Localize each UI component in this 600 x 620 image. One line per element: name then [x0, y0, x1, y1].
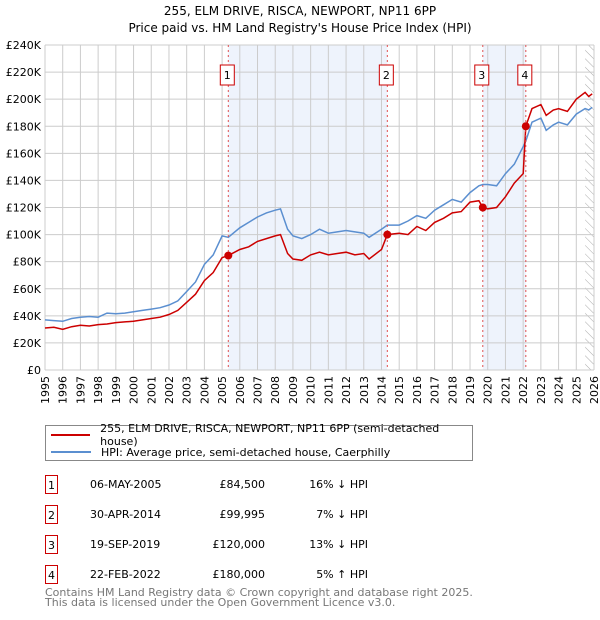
x-tick-label: 2026	[588, 376, 600, 404]
x-tick-label: 2007	[252, 376, 265, 404]
y-tick-label: £220K	[6, 66, 42, 79]
y-tick-label: £240K	[6, 39, 42, 52]
transaction-price: £180,000	[212, 568, 266, 581]
legend-item-property: 255, ELM DRIVE, RISCA, NEWPORT, NP11 6PP…	[51, 422, 472, 448]
transaction-hpi-diff: 16% ↓ HPI	[309, 478, 368, 491]
x-tick-label: 2000	[128, 376, 141, 404]
sale-label: 1	[224, 69, 231, 82]
x-tick-label: 2021	[499, 376, 512, 404]
transaction-number: 2	[45, 505, 58, 524]
transaction-date: 19-SEP-2019	[90, 538, 161, 551]
transaction-price: £120,000	[212, 538, 266, 551]
sale-label-box	[474, 64, 490, 86]
x-tick-label: 2004	[198, 376, 211, 404]
x-tick-label: 2012	[340, 376, 353, 404]
transaction-row: 4 22-FEB-2022 £180,000 5% ↑ HPI	[45, 565, 405, 585]
transaction-date: 06-MAY-2005	[90, 478, 162, 491]
transaction-date: 22-FEB-2022	[90, 568, 161, 581]
y-tick-label: £60K	[13, 283, 42, 296]
x-tick-label: 2001	[145, 376, 158, 404]
legend-swatch-blue	[51, 451, 91, 453]
y-tick-label: £0	[27, 364, 41, 377]
x-tick-label: 2020	[482, 376, 495, 404]
y-tick-label: £180K	[6, 120, 42, 133]
sale-label: 3	[478, 69, 485, 82]
sale-point	[224, 251, 233, 260]
x-tick-label: 2014	[375, 376, 388, 404]
transaction-number: 3	[45, 535, 58, 554]
x-tick-label: 2006	[234, 376, 247, 404]
x-tick-label: 2003	[181, 376, 194, 404]
sale-label-box	[517, 64, 533, 86]
x-tick-label: 2022	[517, 376, 530, 404]
transaction-hpi-diff: 13% ↓ HPI	[309, 538, 368, 551]
chart: 255, ELM DRIVE, RISCA, NEWPORT, NP11 6PP…	[6, 4, 600, 404]
x-tick-label: 2013	[358, 376, 371, 404]
hpi-line	[44, 106, 593, 323]
x-tick-label: 2002	[163, 376, 176, 404]
transaction-hpi-diff: 7% ↓ HPI	[316, 508, 368, 521]
sale-label: 4	[521, 69, 528, 82]
sale-point	[521, 122, 530, 131]
y-tick-label: £40K	[13, 310, 42, 323]
x-tick-label: 1996	[57, 376, 70, 404]
transaction-number: 4	[45, 565, 58, 584]
sale-label: 2	[383, 69, 390, 82]
transaction-date: 30-APR-2014	[90, 508, 162, 521]
x-tick-label: 1997	[74, 376, 87, 404]
legend-label: HPI: Average price, semi-detached house,…	[101, 445, 391, 459]
transaction-row: 2 30-APR-2014 £99,995 7% ↓ HPI	[45, 505, 405, 525]
legend: 255, ELM DRIVE, RISCA, NEWPORT, NP11 6PP…	[45, 422, 473, 461]
x-tick-label: 2017	[429, 376, 442, 404]
x-tick-label: 2011	[322, 376, 335, 404]
transaction-price: £99,995	[219, 508, 266, 521]
transaction-number: 1	[45, 475, 58, 494]
x-tick-label: 2015	[393, 376, 406, 404]
x-tick-label: 1998	[92, 376, 105, 404]
sale-point	[383, 230, 392, 239]
x-tick-label: 2025	[570, 376, 583, 404]
x-tick-label: 1995	[39, 376, 52, 404]
x-tick-label: 2019	[464, 376, 477, 404]
footer: Contains HM Land Registry data © Crown c…	[45, 586, 473, 609]
legend-label: 255, ELM DRIVE, RISCA, NEWPORT, NP11 6PP…	[100, 422, 440, 448]
legend-swatch-red	[51, 434, 91, 436]
x-tick-label: 2008	[269, 376, 282, 404]
sale-point	[478, 203, 487, 212]
x-tick-label: 2024	[553, 376, 566, 404]
footer-licence: This data is licensed under the Open Gov…	[45, 596, 396, 609]
sale-label-box	[219, 64, 235, 86]
chart-subtitle: Price paid vs. HM Land Registry's House …	[128, 21, 471, 35]
y-tick-label: £140K	[6, 174, 42, 187]
y-tick-label: £120K	[6, 202, 42, 215]
x-tick-label: 2010	[305, 376, 318, 404]
x-tick-label: 2018	[446, 376, 459, 404]
y-tick-label: £200K	[6, 93, 42, 106]
property-price-line	[44, 91, 593, 331]
y-tick-label: £80K	[13, 256, 42, 269]
transaction-price: £84,500	[219, 478, 266, 491]
x-tick-label: 2005	[216, 376, 229, 404]
footer-copyright: Contains HM Land Registry data © Crown c…	[45, 586, 473, 599]
x-tick-label: 2023	[535, 376, 548, 404]
sale-label-box	[378, 64, 394, 86]
chart-title: 255, ELM DRIVE, RISCA, NEWPORT, NP11 6PP	[164, 4, 436, 18]
legend-item-hpi: HPI: Average price, semi-detached house,…	[51, 444, 390, 460]
x-tick-label: 1999	[110, 376, 123, 404]
transaction-hpi-diff: 5% ↑ HPI	[316, 568, 368, 581]
y-tick-label: £160K	[6, 147, 42, 160]
x-tick-label: 2009	[287, 376, 300, 404]
y-tick-label: £20K	[13, 337, 42, 350]
y-tick-label: £100K	[6, 229, 42, 242]
transaction-row: 3 19-SEP-2019 £120,000 13% ↓ HPI	[45, 535, 405, 555]
x-tick-label: 2016	[411, 376, 424, 404]
transaction-row: 1 06-MAY-2005 £84,500 16% ↓ HPI	[45, 475, 405, 495]
